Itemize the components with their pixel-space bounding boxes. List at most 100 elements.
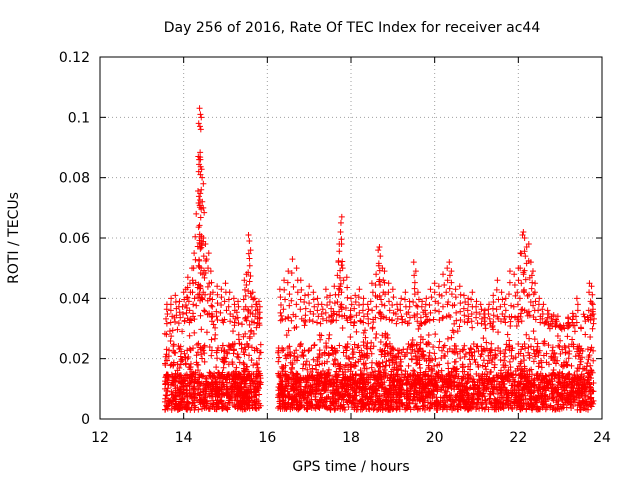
data-point <box>464 379 471 386</box>
data-point <box>165 353 172 360</box>
data-point <box>563 373 570 380</box>
data-point <box>447 383 454 390</box>
data-point <box>556 369 563 376</box>
data-point <box>520 370 527 377</box>
data-point <box>588 399 595 406</box>
data-point <box>421 386 428 393</box>
data-point <box>405 341 412 348</box>
data-point <box>308 383 315 390</box>
data-point <box>330 375 337 382</box>
data-point <box>283 404 290 411</box>
data-point <box>299 349 306 356</box>
data-point <box>575 381 582 388</box>
data-point <box>417 398 424 405</box>
data-point <box>503 341 510 348</box>
data-point <box>389 346 396 353</box>
y-tick-label: 0.1 <box>68 110 90 126</box>
data-point <box>577 356 584 363</box>
data-point <box>413 382 420 389</box>
y-axis-label: ROTI / TECUs <box>6 192 22 284</box>
data-point <box>416 346 423 353</box>
data-point <box>398 367 405 374</box>
y-tick-label: 0.08 <box>59 171 90 187</box>
data-point <box>388 368 395 375</box>
data-point <box>432 355 439 362</box>
data-point <box>502 307 509 314</box>
data-point <box>360 329 367 336</box>
data-point <box>325 383 332 390</box>
x-tick-label: 22 <box>509 430 527 446</box>
data-point <box>534 387 541 394</box>
data-point <box>503 397 510 404</box>
data-point <box>389 301 396 308</box>
data-point <box>369 383 376 390</box>
data-point <box>290 375 297 382</box>
data-point <box>163 402 170 409</box>
data-point <box>337 228 344 235</box>
data-point <box>214 396 221 403</box>
data-point <box>298 376 305 383</box>
data-point <box>357 384 364 391</box>
data-point <box>199 355 206 362</box>
data-point <box>324 372 331 379</box>
data-point <box>525 344 532 351</box>
data-point <box>482 363 489 370</box>
data-point <box>224 406 231 413</box>
data-point <box>445 365 452 372</box>
data-point <box>513 323 520 330</box>
data-point <box>486 395 493 402</box>
data-point <box>378 399 385 406</box>
data-point <box>238 345 245 352</box>
data-point <box>396 376 403 383</box>
data-point <box>345 392 352 399</box>
data-point <box>163 346 170 353</box>
data-point <box>587 384 594 391</box>
data-point <box>206 405 213 412</box>
data-point <box>557 403 564 410</box>
data-point <box>475 385 482 392</box>
y-tick-label: 0 <box>81 412 90 428</box>
data-point <box>395 350 402 357</box>
data-point <box>479 371 486 378</box>
data-point <box>504 371 511 378</box>
data-point <box>196 105 203 112</box>
data-point <box>362 334 369 341</box>
data-point <box>457 348 464 355</box>
data-point <box>197 312 204 319</box>
data-point <box>411 393 418 400</box>
data-point <box>320 384 327 391</box>
data-point <box>574 345 581 352</box>
data-point <box>431 363 438 370</box>
data-point <box>225 361 232 368</box>
data-point <box>372 386 379 393</box>
data-point <box>254 364 261 371</box>
data-point <box>275 345 282 352</box>
data-point <box>286 343 293 350</box>
data-point <box>469 289 476 296</box>
data-point <box>464 396 471 403</box>
data-point <box>540 301 547 308</box>
data-point <box>416 385 423 392</box>
data-point <box>230 328 237 335</box>
data-point <box>440 383 447 390</box>
data-point <box>452 286 459 293</box>
data-point <box>346 392 353 399</box>
data-point <box>571 328 578 335</box>
data-point <box>212 324 219 331</box>
data-point <box>426 341 433 348</box>
data-point <box>559 395 566 402</box>
data-point <box>336 248 343 255</box>
data-point <box>465 295 472 302</box>
data-point <box>358 370 365 377</box>
data-point <box>472 401 479 408</box>
data-point <box>439 315 446 322</box>
data-point <box>257 372 264 379</box>
data-point <box>253 368 260 375</box>
data-point <box>293 378 300 385</box>
data-point <box>556 378 563 385</box>
data-point <box>481 307 488 314</box>
data-point <box>536 347 543 354</box>
data-point <box>181 350 188 357</box>
data-point <box>575 352 582 359</box>
data-point <box>362 386 369 393</box>
